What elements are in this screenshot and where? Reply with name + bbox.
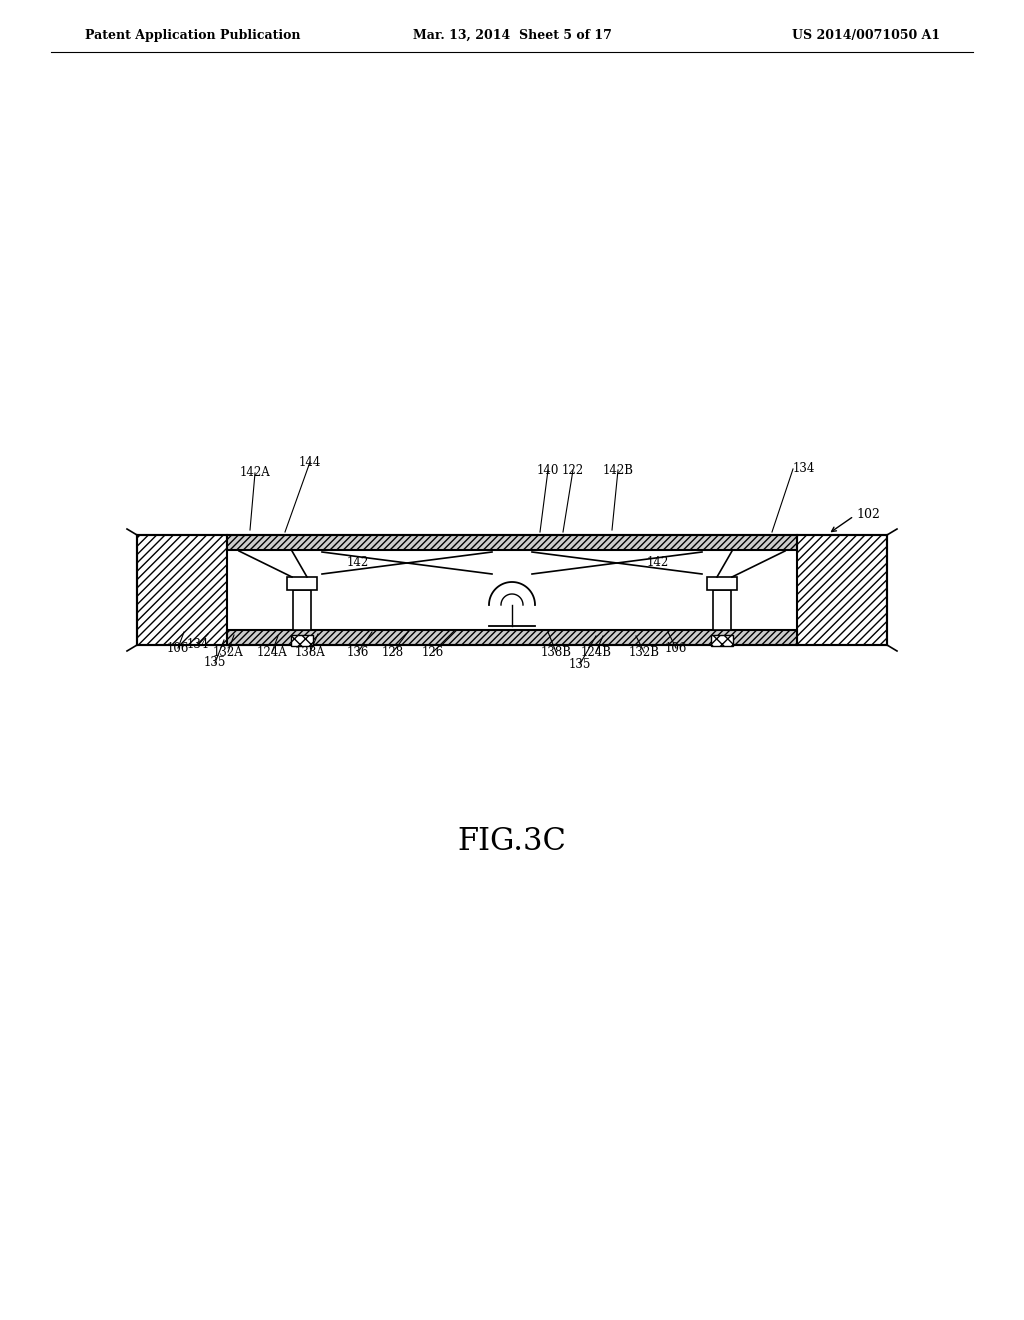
Text: 124A: 124A <box>257 645 288 659</box>
Text: 132B: 132B <box>629 645 659 659</box>
Text: Mar. 13, 2014  Sheet 5 of 17: Mar. 13, 2014 Sheet 5 of 17 <box>413 29 611 41</box>
Bar <box>227 535 797 550</box>
Bar <box>227 550 797 630</box>
Text: 122: 122 <box>562 463 584 477</box>
Text: US 2014/0071050 A1: US 2014/0071050 A1 <box>792 29 940 41</box>
Text: 140: 140 <box>537 463 559 477</box>
Text: 144: 144 <box>299 455 322 469</box>
Text: 142: 142 <box>647 557 669 569</box>
Bar <box>287 577 317 590</box>
Bar <box>713 590 731 630</box>
Text: 142: 142 <box>347 557 369 569</box>
Bar <box>227 630 797 645</box>
Text: 124B: 124B <box>581 645 611 659</box>
Text: 138B: 138B <box>541 645 571 659</box>
Text: 106: 106 <box>167 642 189 655</box>
Text: 136: 136 <box>347 645 370 659</box>
Bar <box>227 535 797 550</box>
Bar <box>137 535 227 645</box>
Text: 134: 134 <box>186 639 209 652</box>
Bar <box>291 635 313 645</box>
Text: FIG.3C: FIG.3C <box>458 826 566 858</box>
Bar <box>707 577 737 590</box>
Text: 135: 135 <box>568 657 591 671</box>
Bar <box>711 635 733 645</box>
Text: 106: 106 <box>665 642 687 655</box>
Text: 142B: 142B <box>602 463 634 477</box>
Text: 128: 128 <box>382 645 404 659</box>
Bar <box>293 590 311 630</box>
Text: 126: 126 <box>422 645 444 659</box>
Text: 135: 135 <box>204 656 226 669</box>
Text: 138A: 138A <box>295 645 326 659</box>
Text: 102: 102 <box>856 507 880 520</box>
Text: 132A: 132A <box>213 645 244 659</box>
Bar <box>227 630 797 645</box>
Text: 142A: 142A <box>240 466 270 479</box>
Text: Patent Application Publication: Patent Application Publication <box>85 29 300 41</box>
Text: 134: 134 <box>793 462 815 475</box>
Bar <box>797 535 887 645</box>
